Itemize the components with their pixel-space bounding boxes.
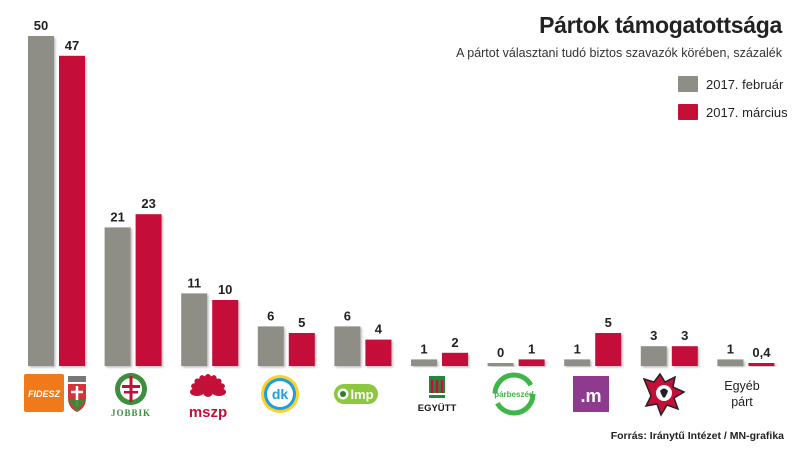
data-label-march: 5 — [605, 315, 612, 330]
bar-february — [181, 293, 208, 366]
chart-title: Pártok támogatottsága — [539, 12, 782, 38]
legend-item-february: 2017. február — [678, 74, 788, 94]
bar-february — [487, 363, 514, 366]
bar-march — [365, 339, 392, 366]
bar-march — [442, 352, 468, 366]
mszp-logo-icon: mszp — [189, 374, 227, 421]
bar-february — [104, 227, 131, 366]
logo-text: EGYÜTT — [418, 403, 457, 414]
bar-february — [28, 36, 54, 366]
logo-text: FIDESZ — [28, 389, 61, 399]
data-label-march: 3 — [681, 328, 688, 343]
other-party-label-line1: Egyéb — [724, 379, 760, 393]
source-note: Forrás: Iránytű Intézet / MN-grafika — [610, 430, 784, 442]
bar-february — [717, 359, 744, 366]
dk-logo-icon: dk — [261, 375, 299, 413]
bar-february — [640, 346, 667, 366]
logo-text: mszp — [189, 404, 227, 421]
data-label-march: 10 — [218, 282, 232, 297]
other-party-label-line2: párt — [731, 395, 753, 409]
bar-march — [518, 359, 545, 366]
bar-february — [411, 359, 437, 366]
bar-march — [748, 363, 775, 366]
data-label-february: 1 — [420, 341, 427, 356]
data-label-february: 1 — [574, 341, 581, 356]
data-label-march: 5 — [298, 315, 305, 330]
data-label-march: 23 — [141, 196, 155, 211]
parbeszed-logo-icon: párbeszéd — [492, 372, 536, 416]
momentum-logo-icon: .m — [573, 376, 609, 412]
data-label-february: 21 — [110, 209, 124, 224]
logo-text: párbeszéd — [494, 390, 534, 399]
jobbik-logo-icon: JOBBIK — [111, 373, 151, 418]
legend-item-march: 2017. március — [678, 102, 788, 122]
mszp-petal — [212, 388, 226, 396]
mkkp-logo-icon — [642, 372, 686, 417]
legend-label: 2017. február — [706, 76, 784, 92]
data-label-february: 0 — [497, 345, 504, 360]
logo-text: JOBBIK — [111, 408, 151, 418]
legend: 2017. február 2017. március — [678, 74, 788, 130]
bar-february — [334, 326, 361, 366]
bar-february — [564, 359, 591, 366]
data-label-february: 6 — [267, 308, 274, 323]
logo-text: dk — [272, 386, 289, 402]
data-label-march: 0,4 — [752, 345, 771, 360]
bar-march — [59, 55, 85, 367]
data-label-february: 1 — [727, 341, 734, 356]
chart-subtitle: A pártot választani tudó biztos szavazók… — [456, 46, 782, 60]
other-party-label: Egyéb párt — [714, 378, 770, 410]
egyutt-logo-icon: EGYÜTT — [418, 376, 457, 414]
bar-february — [257, 326, 284, 366]
fidesz-kdnp-logo-icon: FIDESZ — [24, 374, 86, 412]
data-label-march: 2 — [451, 335, 458, 350]
bar-march — [671, 346, 698, 366]
data-label-march: 1 — [528, 341, 535, 356]
data-label-february: 3 — [650, 328, 657, 343]
bar-march — [288, 333, 315, 366]
bar-march — [595, 333, 622, 366]
lmp-logo-icon: lmp — [334, 384, 378, 404]
data-label-march: 47 — [65, 38, 79, 53]
bar-march — [135, 214, 162, 366]
data-label-february: 6 — [344, 308, 351, 323]
legend-swatch-february — [678, 76, 698, 92]
data-label-february: 50 — [34, 18, 48, 33]
logo-text: lmp — [350, 387, 373, 402]
legend-label: 2017. március — [706, 104, 788, 120]
bar-march — [212, 300, 239, 366]
logo-text: .m — [580, 386, 601, 406]
data-label-february: 11 — [187, 275, 201, 290]
legend-swatch-march — [678, 104, 698, 120]
data-label-march: 4 — [375, 322, 383, 337]
